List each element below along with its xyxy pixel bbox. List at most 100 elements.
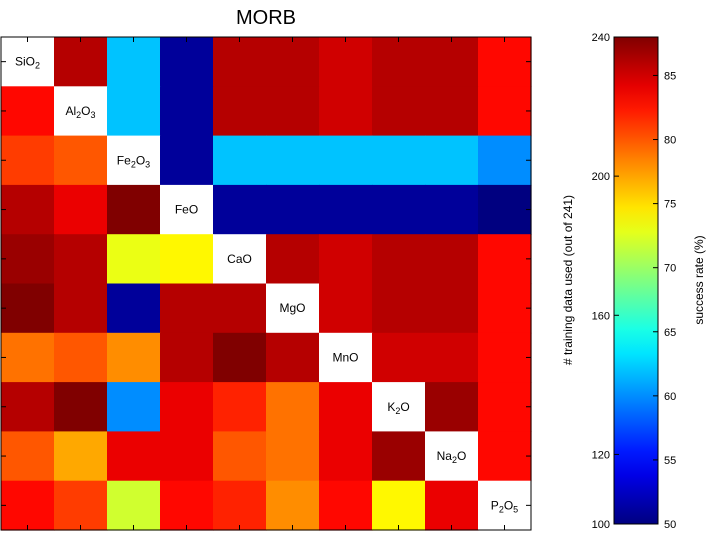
heatmap-cell [54,234,108,285]
heatmap-cell [478,234,532,285]
heatmap-cell [266,480,320,531]
heatmap-cell [266,184,320,235]
colorbar-right-tick-label: 55 [664,455,676,467]
heatmap-cell [372,37,426,87]
heatmap-cell [213,283,267,334]
heatmap-cell [107,382,161,432]
colorbar-right-tick-label: 65 [664,327,676,339]
heatmap-cell [54,135,108,186]
heatmap-cell [107,234,161,285]
colorbar-left-tick-label: 160 [592,310,610,322]
heatmap-cell [372,86,426,137]
heatmap-cell [160,431,214,482]
heatmap-cell [107,283,161,334]
heatmap-cell [1,283,55,334]
diagonal-cell [372,382,426,432]
heatmap-cell [425,184,479,235]
heatmap-cell [54,37,108,87]
heatmap-cell [160,86,214,137]
colorbar-left-tick-label: 240 [592,32,610,44]
heatmap-cell [372,184,426,235]
heatmap-cell [425,382,479,432]
heatmap-cell [1,332,55,383]
diagonal-cell [425,431,479,482]
heatmap-cell [213,480,267,531]
heatmap-cell [266,86,320,137]
heatmap-cell [319,382,373,432]
colorbar-right-tick-label: 80 [664,135,676,147]
diagonal-label: Fe2O3 [117,153,150,169]
heatmap-cell [372,431,426,482]
heatmap-cell [160,37,214,87]
heatmap-cell [372,234,426,285]
heatmap-cell [54,480,108,531]
heatmap-cell [319,86,373,137]
diagonal-label: FeO [175,203,198,217]
diagonal-cell [107,135,161,186]
heatmap-cell [1,382,55,432]
heatmap-cell [319,283,373,334]
heatmap-cell [478,184,532,235]
colorbar-left-tick-label: 120 [592,449,610,461]
heatmap-cell [1,480,55,531]
diagonal-label: P2O5 [491,498,518,514]
heatmap-cell [107,480,161,531]
chart-title: MORB [236,7,296,29]
heatmap-cell [425,37,479,87]
heatmap-cell [425,283,479,334]
colorbar-left-tick-label: 100 [592,519,610,531]
heatmap-cell [107,332,161,383]
colorbar-left-label: # training data used (out of 241) [561,195,575,365]
heatmap-cell [1,135,55,186]
heatmap-cell [266,431,320,482]
heatmap-cell [1,86,55,137]
heatmap-cell [160,283,214,334]
heatmap-cell [372,332,426,383]
heatmap-cell [1,234,55,285]
diagonal-label: SiO2 [15,55,40,71]
colorbar-right-tick-label: 50 [664,519,676,531]
heatmap-cell [54,184,108,235]
heatmap-cell [1,184,55,235]
colorbar-right-tick-label: 75 [664,199,676,211]
heatmap-cell [54,332,108,383]
heatmap-cell [478,431,532,482]
heatmap-cell [54,283,108,334]
heatmap-cell [266,37,320,87]
diagonal-label: CaO [227,252,252,266]
heatmap-cell [425,86,479,137]
heatmap-cell [478,135,532,186]
heatmap-cell [319,234,373,285]
heatmap-cell [319,431,373,482]
colorbar-right-tick-label: 70 [664,263,676,275]
heatmap-cell [54,382,108,432]
heatmap-cell [213,332,267,383]
diagonal-cell [1,37,55,87]
heatmap-cell [478,283,532,334]
heatmap-cell [213,382,267,432]
heatmap-cell [372,283,426,334]
heatmap-cell [160,480,214,531]
diagonal-cell [266,283,320,334]
colorbar-right-label: success rate (%) [692,235,706,324]
diagonal-label: Al2O3 [65,104,95,120]
diagonal-cell [319,332,373,383]
heatmap-cell [160,382,214,432]
heatmap-cell [107,431,161,482]
heatmap-cell [372,480,426,531]
heatmap-cell [478,332,532,383]
diagonal-cell [54,86,108,137]
heatmap-cell [54,431,108,482]
diagonal-cell [160,184,214,235]
heatmap-cell [425,234,479,285]
heatmap-cell [213,184,267,235]
diagonal-cell [478,480,532,531]
colorbar-left-tick-label: 200 [592,171,610,183]
heatmap-cell [478,37,532,87]
heatmap-cell [319,37,373,87]
heatmap-cell [478,86,532,137]
heatmap-cell [213,86,267,137]
heatmap-cell [107,184,161,235]
heatmap-cell [266,382,320,432]
